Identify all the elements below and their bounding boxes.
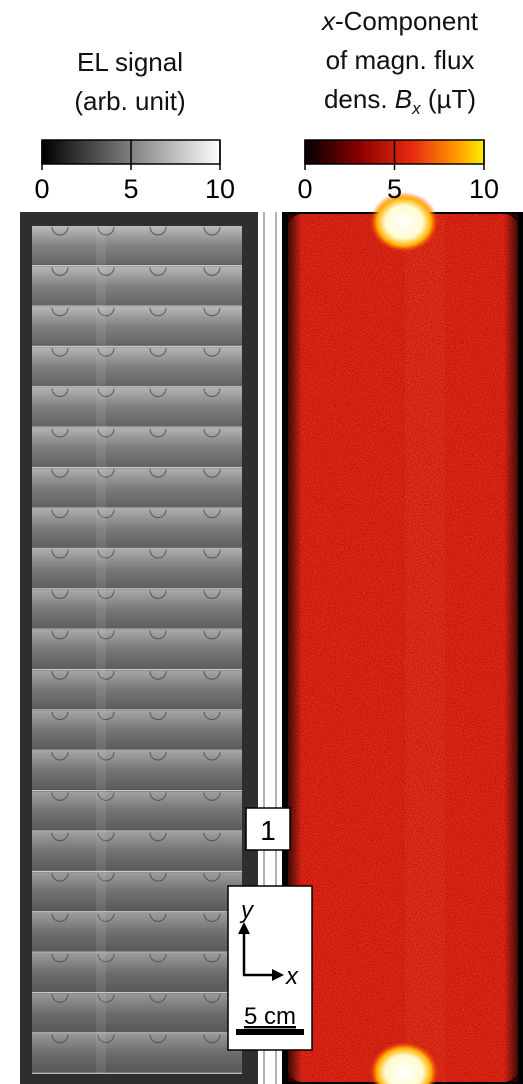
title-text: dens. (324, 84, 388, 114)
left-title: EL signal (arb. unit) (30, 43, 230, 121)
title-italic: B (395, 84, 412, 114)
title-line: dens. Bx (µT) (285, 80, 515, 128)
title-subscript: x (412, 99, 421, 118)
title-italic: x (322, 6, 335, 36)
title-line: x-Component (285, 2, 515, 41)
title-line: EL signal (30, 43, 230, 82)
page: {"left_panel": {"title_lines": ["EL sign… (0, 0, 523, 1084)
mag-edge (288, 214, 518, 1082)
colorbar-tick-label: 10 (205, 174, 235, 204)
scale-bar (236, 1029, 304, 1035)
axis-x-label: x (285, 963, 299, 990)
colorbar-tick-label: 5 (123, 174, 138, 204)
right-title: x-Component of magn. flux dens. Bx (µT) (285, 2, 515, 128)
colorbar-tick-label: 5 (387, 174, 402, 204)
title-line: (arb. unit) (30, 82, 230, 121)
title-text: -Component (335, 6, 478, 36)
scale-bar-label: 5 cm (244, 1003, 296, 1030)
title-italic: x (412, 99, 421, 118)
colorbar-tick-label: 0 (34, 174, 49, 204)
axis-y-label: y (239, 897, 255, 924)
colorbar-tick-label: 0 (297, 174, 312, 204)
title-line: of magn. flux (285, 41, 515, 80)
hot-spot (370, 192, 438, 252)
title-text: (µT) (428, 84, 476, 114)
colorbar-tick-label: 10 (469, 174, 499, 204)
figure: 0 5 10 0 5 10 1 y x 5 cm (0, 0, 523, 1084)
cell-shade (32, 226, 242, 1074)
el-cells (32, 226, 242, 1074)
label-text: 1 (260, 815, 276, 846)
